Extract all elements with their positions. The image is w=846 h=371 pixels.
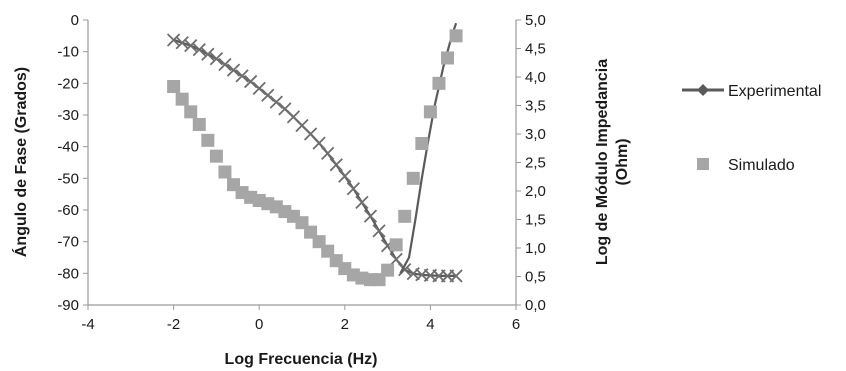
experimental-magnitude-point [363,209,378,223]
legend-square-simulado [697,158,709,170]
left-y-tick-label: -30 [57,107,79,124]
right-y-axis-title-line2: (Ohm) [614,138,631,185]
simulado-phase-point [423,105,437,119]
experimental-magnitude-point [166,33,181,47]
experimental-magnitude-point [346,182,360,196]
x-axis-title: Log Frecuencia (Hz) [225,351,378,368]
experimental-magnitude-point [372,224,386,238]
experimental-magnitude-point [175,36,189,50]
right-y-tick-label: 3,0 [525,126,546,143]
legend-item-experimental: Experimental [682,83,821,100]
left-y-tick-label: -20 [57,75,79,92]
right-y-tick-label: 1,0 [525,240,546,257]
left-y-axis-title: Ángulo de Fase (Grados) [11,67,30,257]
left-y-tick-label: -60 [57,202,79,219]
experimental-magnitude-point [329,158,343,172]
series-experimental-magnitude [166,33,463,283]
simulado-phase-point [175,92,189,106]
right-y-axis-title-line1: Log de Módulo Impedancia [594,59,611,265]
left-y-tick-label: -50 [57,170,79,187]
left-y-tick-label: 0 [71,12,79,29]
experimental-magnitude-point [252,81,266,96]
simulado-phase-point [209,149,223,163]
simulado-phase-point [184,105,198,119]
legend-diamond-experimental [697,84,709,96]
x-tick-label: -2 [167,316,180,333]
simulado-phase-point [192,118,206,131]
right-y-tick-label: 4,5 [525,41,546,58]
experimental-magnitude-point [209,52,224,66]
x-tick-label: 6 [512,316,520,333]
series-layer [166,22,463,287]
experimental-magnitude-point [261,88,275,102]
experimental-magnitude-point [184,39,198,53]
x-tick-label: 4 [426,316,434,333]
simulado-phase-point [441,51,455,65]
experimental-magnitude-point [321,146,335,161]
experimental-magnitude-point [192,43,206,57]
experimental-magnitude-point [201,47,215,61]
left-y-tick-label: -90 [57,297,79,314]
chart-axes: -4 -2 0 2 4 60-10-20-30-40-50-60-70-80-90 0,00… [57,12,546,333]
x-tick-label: 2 [341,316,349,333]
legend-label-experimental: Experimental [728,83,821,100]
simulado-phase-point [432,76,446,90]
right-y-tick-label: 3,5 [525,98,546,115]
simulado-phase-point [406,171,420,185]
right-y-tick-label: 2,0 [525,183,546,200]
left-y-tick-label: -40 [57,139,79,156]
x-tick-label: 0 [255,316,263,333]
simulado-phase-point [381,263,395,277]
right-y-tick-label: 2,5 [525,155,546,172]
right-y-tick-label: 1,5 [525,212,546,229]
simulado-phase-point [167,80,181,93]
left-y-tick-label: -70 [57,234,79,251]
experimental-magnitude-point [355,195,369,210]
simulado-phase-point [449,29,463,43]
experimental-magnitude-point [449,269,463,283]
experimental-magnitude-point [312,136,326,150]
legend: Experimental Simulado [682,83,821,174]
simulado-phase-point [201,133,215,147]
experimental-magnitude-point [226,63,241,77]
experimental-magnitude-point [398,263,412,277]
right-y-tick-label: 0,0 [525,297,546,314]
experimental-magnitude-point [244,74,258,89]
legend-label-simulado: Simulado [728,157,795,174]
experimental-magnitude-point [218,57,232,72]
right-y-tick-label: 4,0 [525,69,546,86]
simulado-phase-point [218,165,232,179]
left-y-tick-label: -80 [57,265,79,282]
experimental-magnitude-point [269,95,283,109]
simulado-phase-point [398,209,412,223]
right-y-tick-label: 0,5 [525,269,546,286]
experimental-magnitude-point [338,169,352,183]
simulado-phase-point [389,238,403,252]
experimental-magnitude-point [389,252,403,267]
left-y-tick-label: -10 [57,44,79,61]
experimental-magnitude-point [235,69,249,83]
legend-item-simulado: Simulado [697,157,795,174]
right-y-tick-label: 5,0 [525,12,546,29]
simulado-phase-point [415,137,429,150]
x-tick-label: -4 [81,316,94,333]
series-simulado-phase [167,29,463,287]
